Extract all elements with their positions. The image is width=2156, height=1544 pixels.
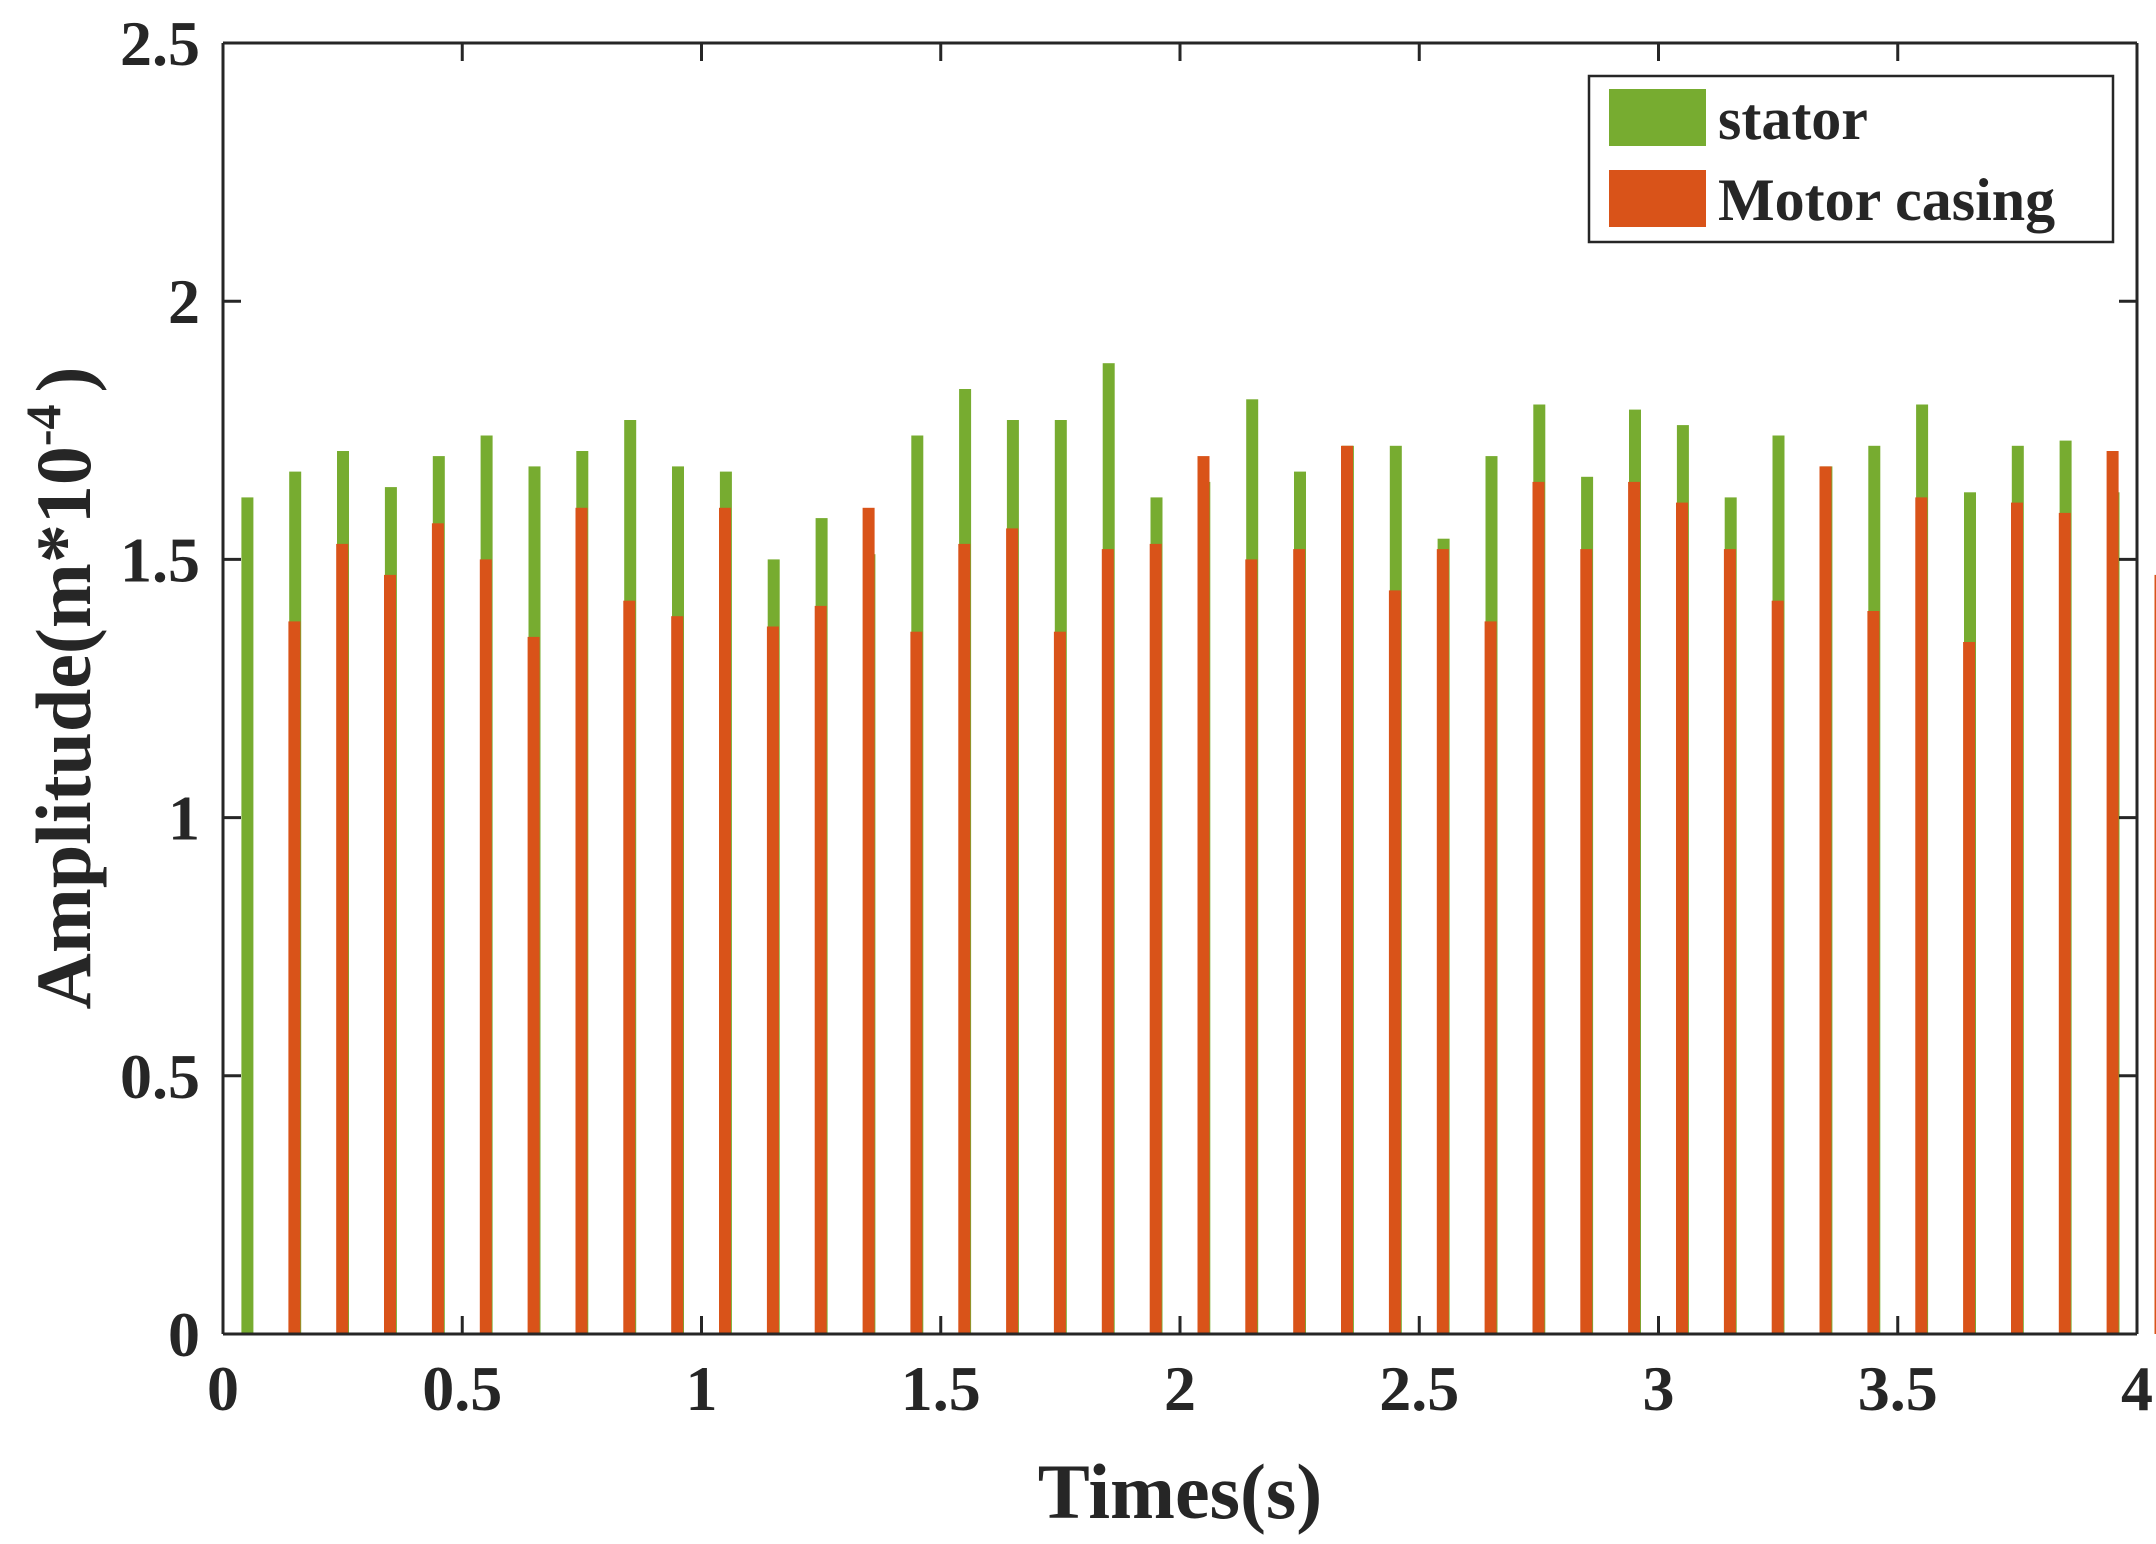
y-tick-label: 1.5	[120, 524, 200, 595]
x-tick-label: 3.5	[1858, 1353, 1938, 1424]
legend-label-motor-casing: Motor casing	[1718, 167, 2055, 233]
x-axis-title: Times(s)	[1038, 1448, 1323, 1535]
bar-motor-casing-13	[862, 507, 875, 1334]
bar-motor-casing-2	[336, 543, 349, 1334]
bar-stator-1	[241, 497, 254, 1334]
bar-motor-casing-12	[814, 605, 827, 1334]
bar-motor-casing-34	[1867, 611, 1880, 1334]
y-tick-label: 0	[168, 1299, 200, 1370]
bar-motor-casing-19	[1149, 543, 1162, 1334]
bar-motor-casing-6	[527, 636, 540, 1334]
y-axis-title-exponent: -4	[15, 404, 71, 446]
y-ticks-group: 0 0.5 1 1.5 2 2.5	[120, 8, 2137, 1370]
bar-motor-casing-17	[1053, 631, 1066, 1334]
x-tick-label: 2.5	[1379, 1353, 1459, 1424]
y-tick-label: 2	[168, 266, 200, 337]
legend-swatch-stator	[1609, 89, 1706, 146]
plot-area	[223, 43, 2137, 1334]
bar-motor-casing-11	[766, 626, 779, 1334]
bar-motor-casing-30	[1676, 502, 1688, 1335]
bar-motor-casing-4	[431, 523, 444, 1334]
bar-motor-casing-40	[2154, 574, 2156, 1334]
bar-motor-casing-39	[2106, 451, 2119, 1334]
bar-motor-casing-5	[479, 559, 492, 1334]
bar-motor-casing-24	[1388, 590, 1401, 1334]
bar-motor-casing-23	[1341, 445, 1353, 1334]
x-tick-label: 4	[2121, 1353, 2153, 1424]
y-axis-title-close: )	[20, 367, 107, 393]
bar-motor-casing-14	[910, 631, 923, 1334]
legend: stator Motor casing	[1587, 74, 2115, 244]
bar-motor-casing-22	[1293, 549, 1306, 1334]
y-tick-label: 1	[168, 783, 200, 854]
bar-motor-casing-26	[1484, 621, 1497, 1334]
bar-motor-casing-33	[1819, 466, 1832, 1334]
bar-motor-casing-8	[623, 600, 636, 1334]
bar-motor-casing-25	[1436, 549, 1449, 1334]
bar-motor-casing-31	[1723, 549, 1736, 1334]
bar-motor-casing-1	[288, 621, 301, 1334]
y-axis-title-main: Amplitude(m*10	[20, 446, 107, 1009]
y-tick-label: 0.5	[120, 1041, 200, 1112]
legend-swatch-motor-casing	[1609, 170, 1706, 227]
bar-motor-casing-35	[1915, 497, 1928, 1334]
bar-motor-casing-37	[2011, 502, 2023, 1335]
x-tick-label: 0	[207, 1353, 239, 1424]
x-tick-label: 1.5	[901, 1353, 981, 1424]
y-tick-label: 2.5	[120, 8, 200, 79]
bar-motor-casing-16	[1006, 528, 1019, 1334]
y-axis-title: Amplitude(m*10-4)	[15, 367, 107, 1010]
bar-motor-casing-28	[1580, 549, 1593, 1334]
bar-motor-casing-7	[575, 507, 588, 1334]
bar-motor-casing-10	[719, 507, 731, 1334]
legend-label-stator: stator	[1718, 86, 1868, 152]
x-tick-label: 3	[1643, 1353, 1675, 1424]
bar-motor-casing-38	[2058, 512, 2071, 1334]
bar-motor-casing-29	[1628, 481, 1641, 1334]
bar-motor-casing-27	[1532, 481, 1545, 1334]
bar-motor-casing-32	[1771, 600, 1784, 1334]
bars-group	[241, 363, 2156, 1335]
bar-motor-casing-36	[1963, 642, 1976, 1334]
bar-motor-casing-21	[1245, 559, 1258, 1334]
bar-motor-casing-20	[1197, 456, 1210, 1335]
bar-motor-casing-3	[384, 574, 396, 1334]
bar-motor-casing-9	[671, 616, 684, 1334]
x-tick-label: 1	[686, 1353, 718, 1424]
x-tick-label: 0.5	[422, 1353, 502, 1424]
bar-motor-casing-15	[958, 543, 971, 1334]
x-ticks-group: 0 0.5 1 1.5 2 2.5 3 3.5 4	[207, 43, 2153, 1424]
bar-motor-casing-18	[1101, 549, 1114, 1334]
x-tick-label: 2	[1164, 1353, 1196, 1424]
